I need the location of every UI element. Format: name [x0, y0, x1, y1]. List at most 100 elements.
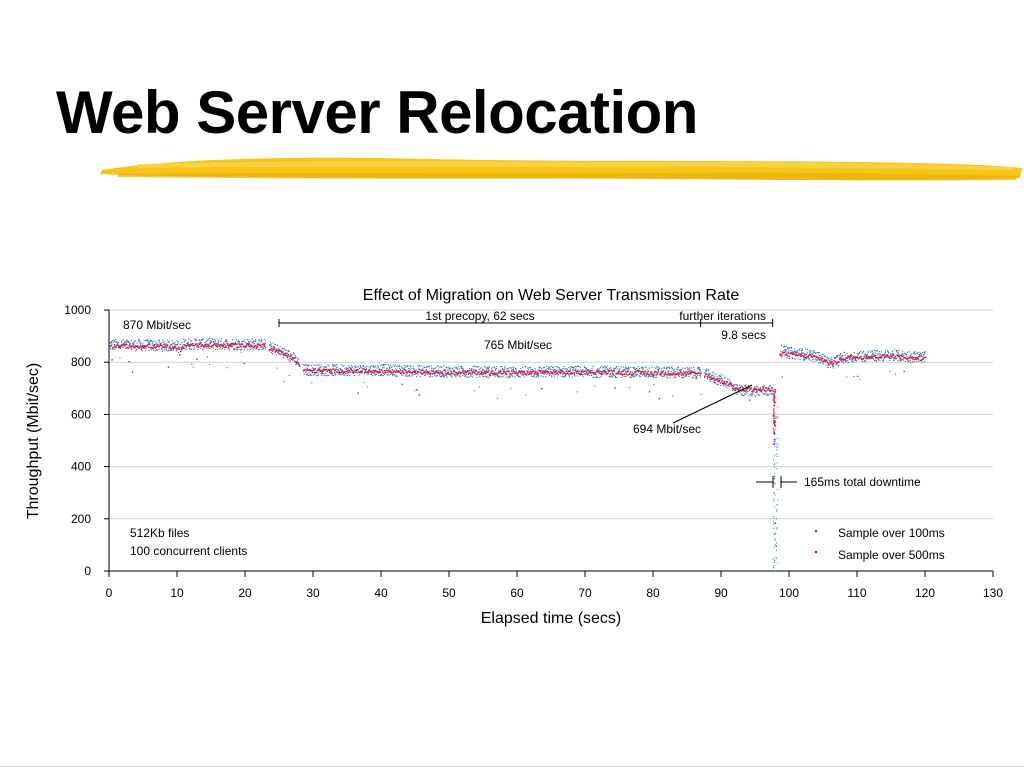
s100-g-point-1425	[600, 370, 602, 373]
s500-g-point-446	[479, 373, 481, 376]
s500-g-point-789	[761, 388, 764, 391]
s500-g-point-739	[721, 380, 723, 382]
s100-g-point-108	[145, 346, 147, 348]
s100-g-point-1159	[509, 375, 511, 377]
s100-g-point-2063	[827, 364, 829, 366]
s500-g-point-562	[573, 372, 576, 374]
s100-g-point-1591	[656, 372, 658, 374]
s100-g-point-940	[435, 366, 437, 368]
s100-g-point-1721	[704, 377, 706, 379]
s100-g-point-1247	[539, 372, 541, 374]
s500-g-point-505	[527, 371, 529, 374]
s100-g-point-639	[333, 374, 335, 376]
s100-g-point-1620	[666, 376, 668, 378]
s500-g-point-565	[576, 372, 578, 374]
s100-g-point-1161	[510, 367, 512, 369]
s500-g-point-605	[608, 370, 611, 372]
s100-g-point-118	[149, 343, 151, 345]
y-tick-label-0: 0	[84, 564, 91, 578]
s100-g-point-688	[349, 367, 351, 369]
s100-g-point-653	[337, 369, 339, 372]
s100-g-point-2331	[918, 360, 920, 362]
s100-g-point-310	[214, 338, 216, 340]
s100-g-point-1966	[794, 350, 796, 352]
s100-g-point-1371	[581, 374, 584, 376]
s100-g-point-2065	[828, 358, 830, 360]
s100-g-point-2077	[832, 366, 834, 368]
s500-g-point-779	[753, 389, 756, 391]
s100-g-point-890	[418, 369, 420, 371]
s500-g-point-730	[713, 379, 716, 382]
s100-g-point-1078	[482, 368, 484, 370]
s500-g-point-43	[144, 345, 146, 347]
s500-g-point-28	[131, 371, 134, 373]
s100-g-point-413	[249, 347, 251, 349]
s500-g-point-891	[852, 357, 854, 359]
s100-g-point-1388	[587, 368, 589, 371]
s500-g-point-216	[288, 355, 290, 357]
s500-g-point-77	[171, 346, 174, 349]
s100-g-point-487	[277, 348, 280, 350]
s500-g-point-614	[616, 372, 618, 375]
s100-g-point-1081	[483, 371, 485, 373]
s100-g-point-2212	[878, 358, 880, 360]
s100-g-point-786	[383, 363, 385, 366]
s100-g-point-2023	[813, 349, 815, 352]
s100-g-point-1199	[523, 376, 525, 378]
s100-g-point-1377	[583, 366, 586, 369]
s100-g-point-2242	[888, 352, 890, 354]
s500-g-point-549	[563, 371, 565, 374]
s500-g-point-293	[354, 370, 356, 372]
s100-g-point-166	[165, 343, 167, 345]
s100-g-point-168	[166, 346, 168, 348]
s100-g-drop-67	[775, 522, 777, 524]
s100-g-point-738	[366, 386, 368, 388]
s500-g-point-170	[247, 343, 250, 346]
s500-g-point-866	[831, 363, 834, 366]
s100-g-point-1168	[512, 368, 515, 371]
s100-g-drop-55	[776, 504, 778, 506]
s100-g-point-1816	[736, 384, 738, 386]
s100-g-point-94	[140, 348, 143, 351]
s100-g-point-1129	[499, 366, 501, 368]
s500-g-point-654	[648, 391, 651, 393]
s500-g-point-584	[591, 371, 594, 374]
s100-g-point-2301	[908, 360, 910, 362]
s500-g-point-831	[803, 356, 805, 358]
s100-g-point-712	[357, 369, 359, 371]
s100-g-point-1770	[720, 374, 722, 376]
s100-g-point-767	[376, 367, 378, 369]
s100-g-point-880	[415, 372, 417, 374]
s500-g-point-369	[416, 389, 418, 391]
s500-g-point-744	[725, 383, 727, 385]
s100-g-point-1706	[695, 376, 697, 378]
s100-g-point-1828	[740, 385, 742, 388]
s500-g-point-445	[478, 371, 480, 373]
s100-g-point-1698	[693, 366, 695, 368]
s100-g-point-1079	[482, 369, 484, 371]
s100-g-point-1505	[627, 368, 629, 370]
s500-g-point-71	[166, 344, 169, 347]
s100-g-point-1935	[783, 345, 785, 347]
s100-g-point-726	[362, 364, 364, 367]
s100-g-point-1910	[768, 386, 770, 388]
s500-g-drop-36	[773, 412, 775, 414]
s100-g-point-218	[183, 338, 185, 341]
s100-g-point-185	[171, 340, 173, 342]
s500-g-drop-12	[772, 419, 775, 422]
s100-g-point-1595	[658, 368, 660, 370]
s100-g-point-962	[442, 365, 444, 367]
s100-g-point-1836	[743, 390, 745, 392]
s100-g-point-1401	[592, 376, 594, 378]
s500-g-point-863	[829, 361, 831, 364]
s500-g-point-230	[302, 369, 305, 372]
s500-g-point-780	[754, 387, 756, 390]
s100-g-point-1780	[724, 377, 726, 379]
s500-g-point-732	[715, 378, 717, 380]
s100-g-point-1732	[707, 370, 709, 372]
s500-g-point-211	[284, 352, 286, 354]
s500-g-point-174	[250, 344, 253, 347]
s100-g-point-1443	[606, 365, 608, 367]
s100-g-drop-19	[773, 520, 775, 522]
s500-g-point-56	[154, 347, 157, 349]
